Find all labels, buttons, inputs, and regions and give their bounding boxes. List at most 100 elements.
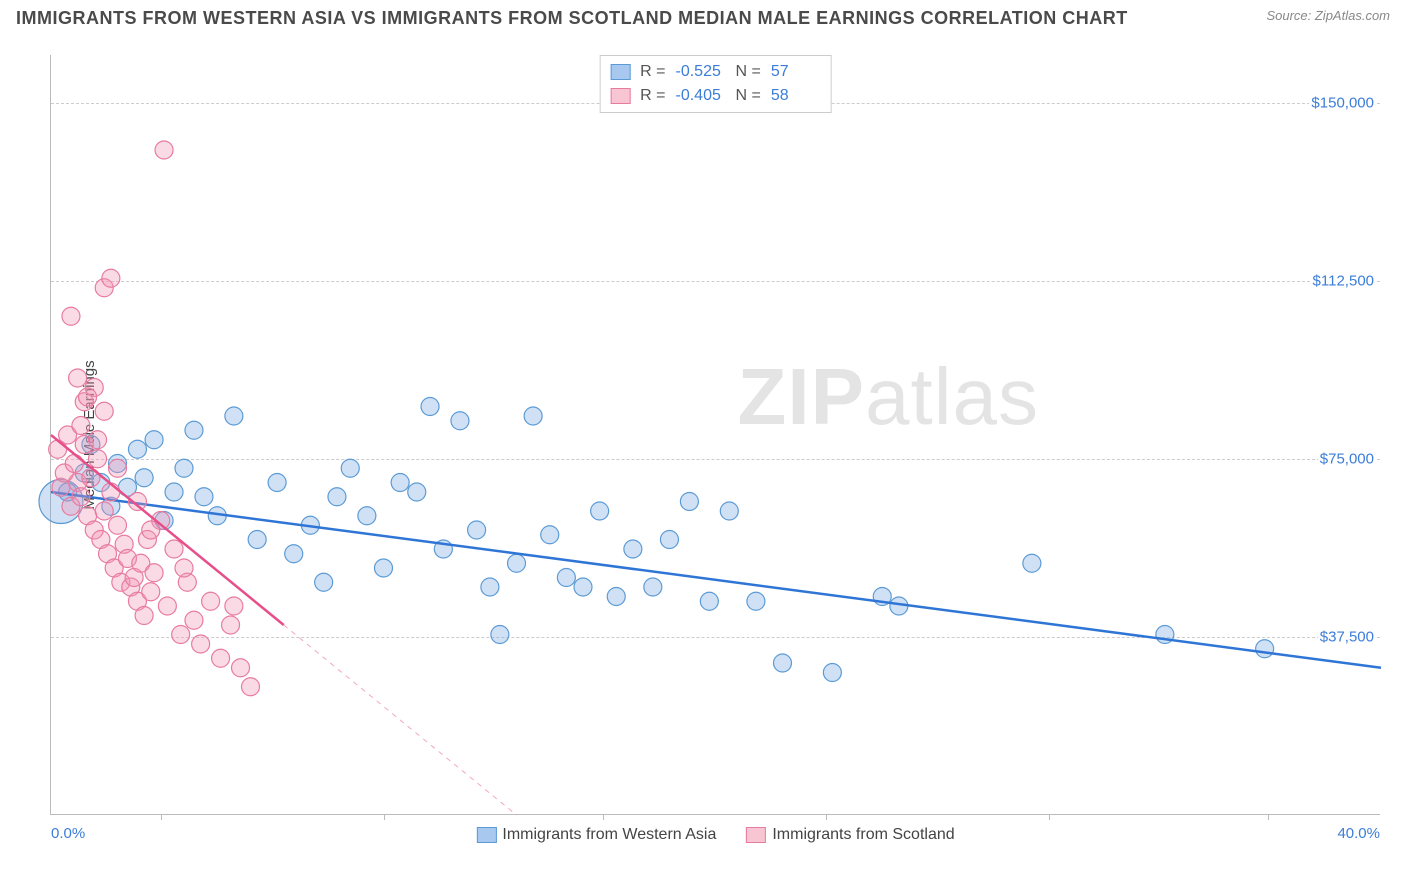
scatter-point	[358, 507, 376, 525]
scatter-point	[1023, 554, 1041, 572]
scatter-point	[109, 516, 127, 534]
scatter-point	[142, 521, 160, 539]
x-tick-mark	[1268, 814, 1269, 820]
x-tick-mark	[384, 814, 385, 820]
scatter-point	[680, 493, 698, 511]
chart-title: IMMIGRANTS FROM WESTERN ASIA VS IMMIGRAN…	[16, 8, 1128, 29]
scatter-point	[222, 616, 240, 634]
scatter-point	[774, 654, 792, 672]
scatter-point	[202, 592, 220, 610]
scatter-point	[65, 455, 83, 473]
scatter-point	[557, 569, 575, 587]
scatter-point	[747, 592, 765, 610]
legend-swatch	[610, 88, 630, 104]
legend-swatch	[476, 827, 496, 843]
scatter-point	[89, 431, 107, 449]
scatter-point	[700, 592, 718, 610]
scatter-point	[341, 459, 359, 477]
scatter-point	[451, 412, 469, 430]
scatter-point	[232, 659, 250, 677]
scatter-point	[212, 649, 230, 667]
scatter-point	[135, 607, 153, 625]
legend-stat-row: R = -0.405 N = 58	[610, 84, 821, 108]
scatter-point	[644, 578, 662, 596]
x-tick-mark	[1049, 814, 1050, 820]
x-axis-max-label: 40.0%	[1337, 825, 1380, 842]
legend-stats-box: R =-0.525N =57R =-0.405N =58	[599, 55, 832, 113]
r-label: R =	[640, 84, 665, 108]
scatter-point	[155, 141, 173, 159]
scatter-point	[660, 531, 678, 549]
x-tick-mark	[161, 814, 162, 820]
scatter-point	[165, 483, 183, 501]
scatter-point	[285, 545, 303, 563]
scatter-point	[541, 526, 559, 544]
x-tick-mark	[826, 814, 827, 820]
legend-item: Immigrants from Western Asia	[476, 826, 716, 844]
scatter-point	[192, 635, 210, 653]
scatter-point	[109, 459, 127, 477]
r-value: -0.405	[676, 84, 726, 108]
scatter-point	[89, 450, 107, 468]
scatter-point	[491, 626, 509, 644]
scatter-point	[421, 398, 439, 416]
scatter-point	[185, 611, 203, 629]
chart-header: IMMIGRANTS FROM WESTERN ASIA VS IMMIGRAN…	[0, 0, 1406, 33]
scatter-point	[79, 388, 97, 406]
trend-line-dashed	[284, 625, 517, 815]
plot-svg	[51, 55, 1380, 814]
scatter-point	[225, 407, 243, 425]
n-label: N =	[736, 60, 761, 84]
scatter-point	[145, 431, 163, 449]
scatter-point	[185, 421, 203, 439]
scatter-point	[268, 474, 286, 492]
scatter-point	[375, 559, 393, 577]
scatter-point	[574, 578, 592, 596]
scatter-point	[175, 459, 193, 477]
scatter-point	[62, 307, 80, 325]
scatter-point	[225, 597, 243, 615]
scatter-point	[128, 440, 146, 458]
scatter-point	[408, 483, 426, 501]
x-axis-min-label: 0.0%	[51, 825, 85, 842]
scatter-point	[468, 521, 486, 539]
scatter-point	[95, 402, 113, 420]
scatter-point	[135, 469, 153, 487]
scatter-point	[142, 583, 160, 601]
scatter-point	[165, 540, 183, 558]
scatter-point	[524, 407, 542, 425]
scatter-point	[823, 664, 841, 682]
scatter-point	[242, 678, 260, 696]
scatter-point	[328, 488, 346, 506]
scatter-point	[95, 502, 113, 520]
plot-area: Median Male Earnings $37,500$75,000$112,…	[50, 55, 1380, 815]
scatter-point	[158, 597, 176, 615]
legend-swatch	[746, 827, 766, 843]
scatter-point	[591, 502, 609, 520]
scatter-point	[102, 269, 120, 287]
chart-area: Median Male Earnings $37,500$75,000$112,…	[50, 55, 1380, 815]
legend-label: Immigrants from Western Asia	[502, 826, 716, 844]
n-value: 58	[771, 84, 821, 108]
bottom-legend: Immigrants from Western Asia Immigrants f…	[476, 826, 954, 844]
legend-label: Immigrants from Scotland	[772, 826, 954, 844]
scatter-point	[391, 474, 409, 492]
r-value: -0.525	[676, 60, 726, 84]
chart-source: Source: ZipAtlas.com	[1266, 8, 1390, 23]
scatter-point	[607, 588, 625, 606]
scatter-point	[195, 488, 213, 506]
r-label: R =	[640, 60, 665, 84]
scatter-point	[102, 483, 120, 501]
scatter-point	[145, 564, 163, 582]
scatter-point	[481, 578, 499, 596]
scatter-point	[508, 554, 526, 572]
scatter-point	[72, 488, 90, 506]
legend-stat-row: R =-0.525N =57	[610, 60, 821, 84]
legend-item: Immigrants from Scotland	[746, 826, 954, 844]
n-label: N =	[736, 84, 761, 108]
legend-swatch	[610, 64, 630, 80]
scatter-point	[315, 573, 333, 591]
scatter-point	[172, 626, 190, 644]
scatter-point	[72, 417, 90, 435]
scatter-point	[720, 502, 738, 520]
